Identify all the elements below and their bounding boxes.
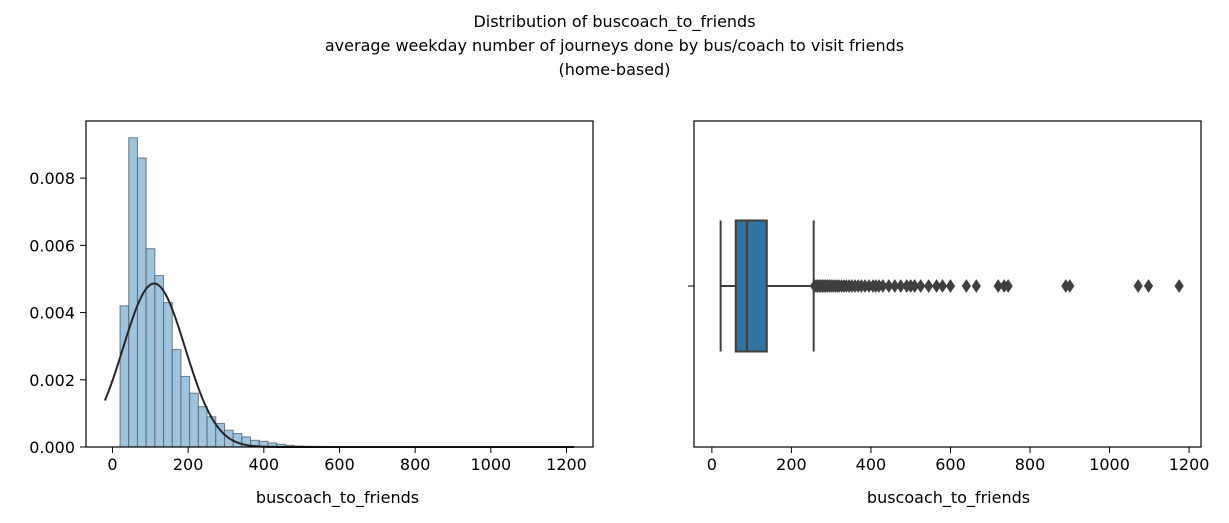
outlier-point: [931, 279, 942, 293]
x-tick-label: 1200: [546, 455, 587, 474]
outlier-point: [945, 279, 956, 293]
outlier-point: [890, 279, 900, 293]
outlier-point: [961, 279, 971, 293]
histogram-bar: [154, 275, 165, 448]
outlier-point: [878, 279, 888, 293]
outlier-point: [1143, 279, 1154, 293]
outlier-point: [1065, 279, 1075, 293]
y-tick-label: 0.002: [29, 371, 75, 390]
outlier-point: [937, 279, 948, 293]
histogram-bar: [197, 406, 208, 448]
figure-title-line-3: (home-based): [558, 60, 671, 79]
outlier-point: [993, 279, 1003, 293]
x-tick-label: 400: [249, 455, 280, 474]
x-tick-label: 800: [400, 455, 431, 474]
histogram-bar: [171, 349, 182, 448]
x-tick-label: 600: [935, 455, 966, 474]
outlier-point: [916, 279, 926, 293]
outlier-point: [896, 279, 906, 293]
figure-title-line-1: Distribution of buscoach_to_friends: [473, 12, 756, 31]
x-tick-label: 1000: [470, 455, 511, 474]
x-tick-label: 400: [856, 455, 887, 474]
box-iqr: [734, 219, 768, 353]
histogram-bar: [163, 301, 173, 448]
y-tick-label: 0.006: [29, 236, 75, 255]
histogram-bar: [128, 137, 138, 448]
histogram-bar: [180, 375, 191, 448]
histogram-bar: [119, 305, 130, 448]
x-tick-label: 600: [324, 455, 355, 474]
y-tick-label: 0.004: [29, 304, 75, 323]
figure-title-line-2: average weekday number of journeys done …: [324, 36, 905, 55]
histogram-bar: [189, 392, 199, 448]
x-axis-label: buscoach_to_friends: [867, 488, 1030, 508]
outlier-point: [1003, 279, 1013, 293]
outlier-point: [1174, 279, 1184, 293]
outlier-point: [910, 279, 920, 293]
y-tick-label: 0.000: [29, 438, 75, 457]
outlier-point: [971, 279, 981, 293]
x-tick-label: 0: [107, 455, 117, 474]
x-tick-label: 800: [1015, 455, 1046, 474]
x-tick-label: 1000: [1089, 455, 1130, 474]
histogram-bar: [145, 248, 156, 448]
histogram-chart: 0 200 400 600 800 1000 1200 0.000 0.002 0.004 0.00…: [29, 120, 594, 508]
outlier-point: [1133, 279, 1143, 293]
x-tick-label: 200: [776, 455, 807, 474]
x-tick-label: 1200: [1169, 455, 1210, 474]
x-axis-label: buscoach_to_friends: [256, 488, 419, 508]
x-tick-label: 200: [173, 455, 204, 474]
outlier-point: [884, 279, 894, 293]
outlier-point: [924, 279, 934, 293]
boxplot-chart: 0 200 400 600 800 1000 1200 buscoach_to_friends: [688, 120, 1210, 508]
x-tick-label: 0: [707, 455, 717, 474]
plot-frame: [693, 120, 1202, 448]
y-tick-label: 0.008: [29, 169, 75, 188]
